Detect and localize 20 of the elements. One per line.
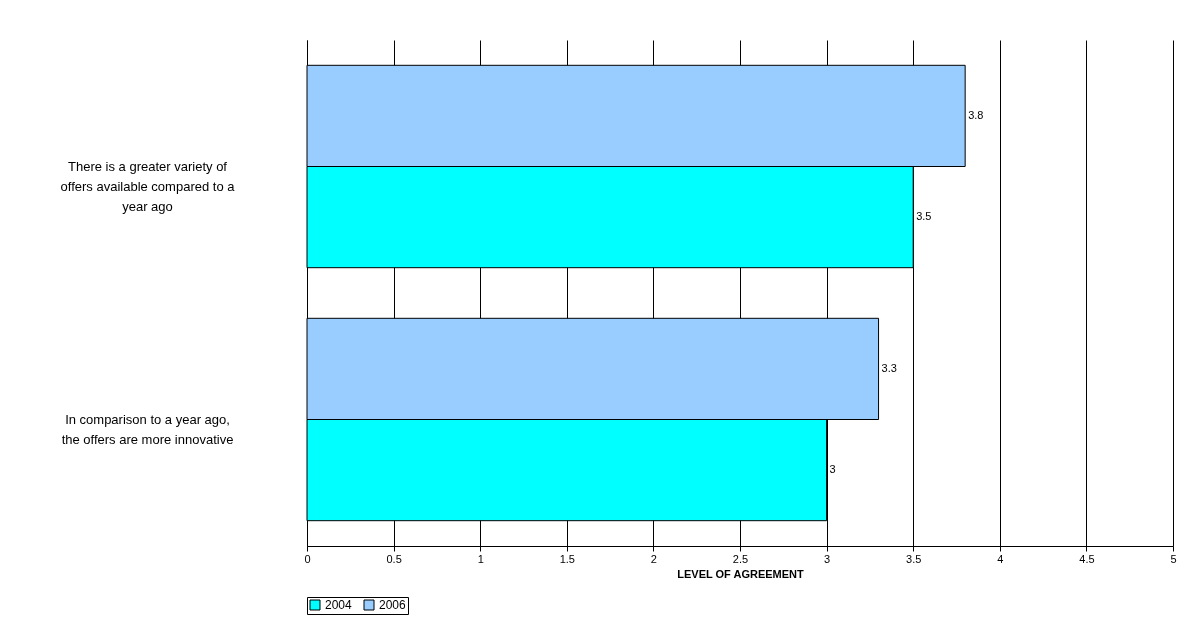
data-label: 3.3 — [881, 361, 897, 374]
data-label: 3 — [829, 463, 836, 476]
y-tick-label: In comparison to a year ago, the offers are more innovative — [61, 411, 234, 447]
x-tick-label: 3.5 — [906, 552, 922, 565]
legend-label: 2004 — [325, 598, 353, 612]
x-tick-label: 5 — [1170, 552, 1177, 565]
x-tick-label: 4 — [997, 552, 1004, 565]
x-tick-label: 3 — [824, 552, 831, 565]
x-tick-label: 1.5 — [559, 552, 575, 565]
x-tick-label: 4.5 — [1079, 552, 1095, 565]
x-tick-label: 1 — [477, 552, 484, 565]
x-axis-title: LEVEL OF AGREEMENT — [677, 567, 805, 580]
legend-label: 2006 — [379, 598, 407, 612]
data-label: 3.8 — [968, 108, 984, 121]
x-tick-label: 0.5 — [386, 552, 402, 565]
y-tick-label: There is a greater variety of offers available compared to a year ago — [60, 158, 236, 214]
x-tick-label: 2.5 — [732, 552, 749, 565]
x-tick-label: 2 — [650, 552, 657, 565]
x-tick-label: 0 — [304, 552, 311, 565]
data-label: 3.5 — [916, 210, 932, 223]
